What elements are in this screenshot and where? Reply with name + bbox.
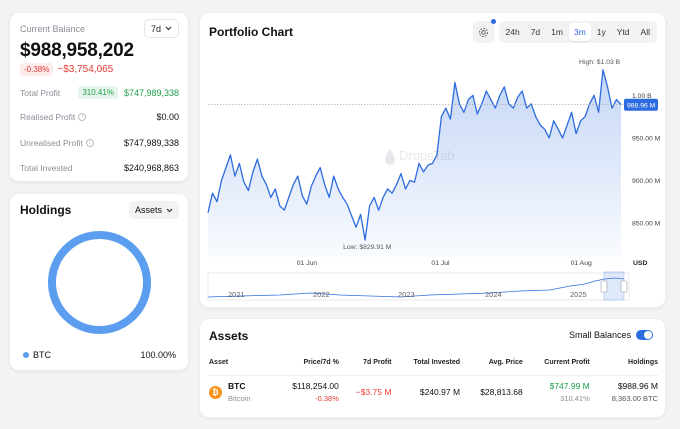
- legend-name: BTC: [33, 350, 51, 360]
- navigator-year-label: 2025: [570, 290, 587, 299]
- holdings-filter-value: Assets: [134, 205, 162, 215]
- col-avg-price[interactable]: Avg. Price: [460, 351, 523, 376]
- holdings-legend-item: BTC 100.00%: [23, 350, 176, 360]
- balance-change: -0.38% −$3,754,065: [20, 63, 113, 76]
- asset-holdings-amount: 8,363.00 BTC: [611, 394, 658, 404]
- balance-card: Current Balance 7d $988,958,202 -0.38% −…: [9, 12, 189, 182]
- gear-icon: [478, 27, 489, 37]
- chart-navigator[interactable]: 2021 2022 2023 2024 2025: [207, 271, 630, 301]
- tab-1y[interactable]: 1y: [596, 27, 606, 37]
- navigator-handle-right[interactable]: [620, 280, 628, 293]
- asset-name: Bitcoin: [228, 394, 251, 404]
- assets-title: Assets: [209, 329, 249, 343]
- y-tick-label: 950.00 M: [632, 135, 661, 142]
- x-tick-label: 01 Jul: [431, 260, 450, 267]
- total-profit-value: $747,989,338: [123, 87, 179, 98]
- asset-symbol: BTC: [228, 381, 246, 392]
- asset-total-invested: $240.97 M: [419, 387, 461, 398]
- high-label: High: $1.03 B: [579, 59, 621, 66]
- legend-dot: [23, 352, 29, 358]
- asset-7d-profit: −$3.75 M: [355, 387, 392, 398]
- small-balances-label: Small Balances: [568, 330, 631, 340]
- total-invested-value: $240,968,863: [123, 163, 179, 173]
- info-icon[interactable]: i: [85, 139, 94, 147]
- holdings-filter-dropdown[interactable]: Assets: [128, 201, 179, 219]
- unrealised-profit-row: Unrealised Profit i $747,989,338: [20, 138, 179, 148]
- holdings-title: Holdings: [20, 203, 72, 217]
- assets-table: Asset Price/7d % 7d Profit Total Investe…: [209, 351, 658, 409]
- small-balances-toggle[interactable]: [636, 330, 653, 340]
- chart-title: Portfolio Chart: [209, 25, 293, 39]
- holdings-donut-chart[interactable]: [48, 231, 151, 334]
- realised-profit-label: Realised Profit: [20, 112, 76, 122]
- col-current-profit[interactable]: Current Profit: [522, 351, 590, 376]
- asset-avg-price: $28,813.68: [480, 387, 523, 398]
- chevron-down-icon: [165, 26, 172, 31]
- tab-ytd[interactable]: Ytd: [616, 27, 630, 37]
- total-invested-row: Total Invested $240,968,863: [20, 163, 179, 173]
- tab-24h[interactable]: 24h: [505, 27, 520, 37]
- currency-label: USD: [633, 260, 647, 267]
- col-total-invested[interactable]: Total Invested: [391, 351, 461, 376]
- tab-7d[interactable]: 7d: [530, 27, 541, 37]
- asset-holdings-value: $988.96 M: [617, 381, 658, 392]
- total-profit-label: Total Profit: [20, 87, 61, 98]
- x-tick-label: 01 Aug: [571, 260, 592, 267]
- low-label: Low: $829.91 M: [343, 244, 392, 251]
- balance-value: $988,958,202: [20, 40, 134, 61]
- navigator-year-label: 2023: [398, 290, 415, 299]
- tab-all[interactable]: All: [640, 27, 650, 37]
- current-price-label: 988.96 M: [627, 103, 656, 110]
- asset-price-change: -0.38%: [315, 394, 339, 404]
- balance-range-dropdown[interactable]: 7d: [143, 19, 179, 38]
- chart-series-line: [207, 69, 622, 241]
- holdings-card: Holdings Assets BTC 100.00%: [9, 193, 189, 371]
- asset-price: $118,254.00: [292, 381, 339, 392]
- balance-range-value: 7d: [150, 23, 161, 34]
- total-invested-label: Total Invested: [20, 163, 73, 173]
- unrealised-profit-label: Unrealised Profit: [20, 138, 83, 148]
- bitcoin-icon: ₿: [209, 385, 222, 399]
- current-balance-label: Current Balance: [20, 24, 86, 34]
- col-asset[interactable]: Asset: [209, 351, 271, 376]
- asset-current-profit-pct: 310.41%: [560, 394, 590, 404]
- chart-settings-button[interactable]: [472, 19, 496, 43]
- navigator-year-label: 2024: [485, 290, 502, 299]
- tab-1m[interactable]: 1m: [551, 27, 563, 37]
- navigator-year-label: 2021: [228, 290, 245, 299]
- balance-change-abs: −$3,754,065: [57, 64, 114, 75]
- chart-area-fill: [208, 69, 621, 257]
- y-tick-label: 900.00 M: [632, 178, 661, 185]
- unrealised-profit-value: $747,989,338: [123, 138, 179, 148]
- y-tick-label: 1.00 B: [632, 93, 652, 100]
- total-profit-pct: 310.41%: [78, 86, 118, 99]
- navigator-year-label: 2022: [313, 290, 330, 299]
- legend-pct: 100.00%: [140, 350, 176, 360]
- realised-profit-row: Realised Profit i $0.00: [20, 112, 179, 122]
- col-price[interactable]: Price/7d %: [270, 351, 339, 376]
- info-icon[interactable]: i: [78, 113, 87, 121]
- table-row[interactable]: ₿ BTC Bitcoin $118,254.00 -0.38% −$3.75 …: [209, 375, 658, 409]
- chevron-down-icon: [166, 208, 173, 212]
- navigator-handle-left[interactable]: [600, 280, 608, 293]
- current-price-badge: [624, 98, 658, 111]
- realised-profit-value: $0.00: [156, 112, 179, 122]
- balance-change-pct: -0.38%: [20, 63, 54, 76]
- notification-dot: [490, 19, 496, 24]
- tab-3m[interactable]: 3m: [568, 23, 591, 41]
- assets-card: Assets Small Balances Asset Price/7d % 7…: [199, 318, 666, 418]
- x-tick-label: 01 Jun: [297, 260, 318, 267]
- small-balances-control: Small Balances: [569, 330, 653, 340]
- timeframe-tabs: 24h 7d 1m 3m 1y Ytd All: [498, 21, 657, 43]
- col-7d-profit[interactable]: 7d Profit: [338, 351, 392, 376]
- total-profit-row: Total Profit 310.41% $747,989,338: [20, 86, 179, 99]
- assets-table-header: Asset Price/7d % 7d Profit Total Investe…: [209, 351, 658, 376]
- y-tick-label: 850.00 M: [632, 220, 661, 227]
- asset-current-profit: $747.99 M: [549, 381, 590, 392]
- chart-toolbar: 24h 7d 1m 3m 1y Ytd All: [472, 19, 657, 43]
- col-holdings[interactable]: Holdings: [589, 351, 658, 376]
